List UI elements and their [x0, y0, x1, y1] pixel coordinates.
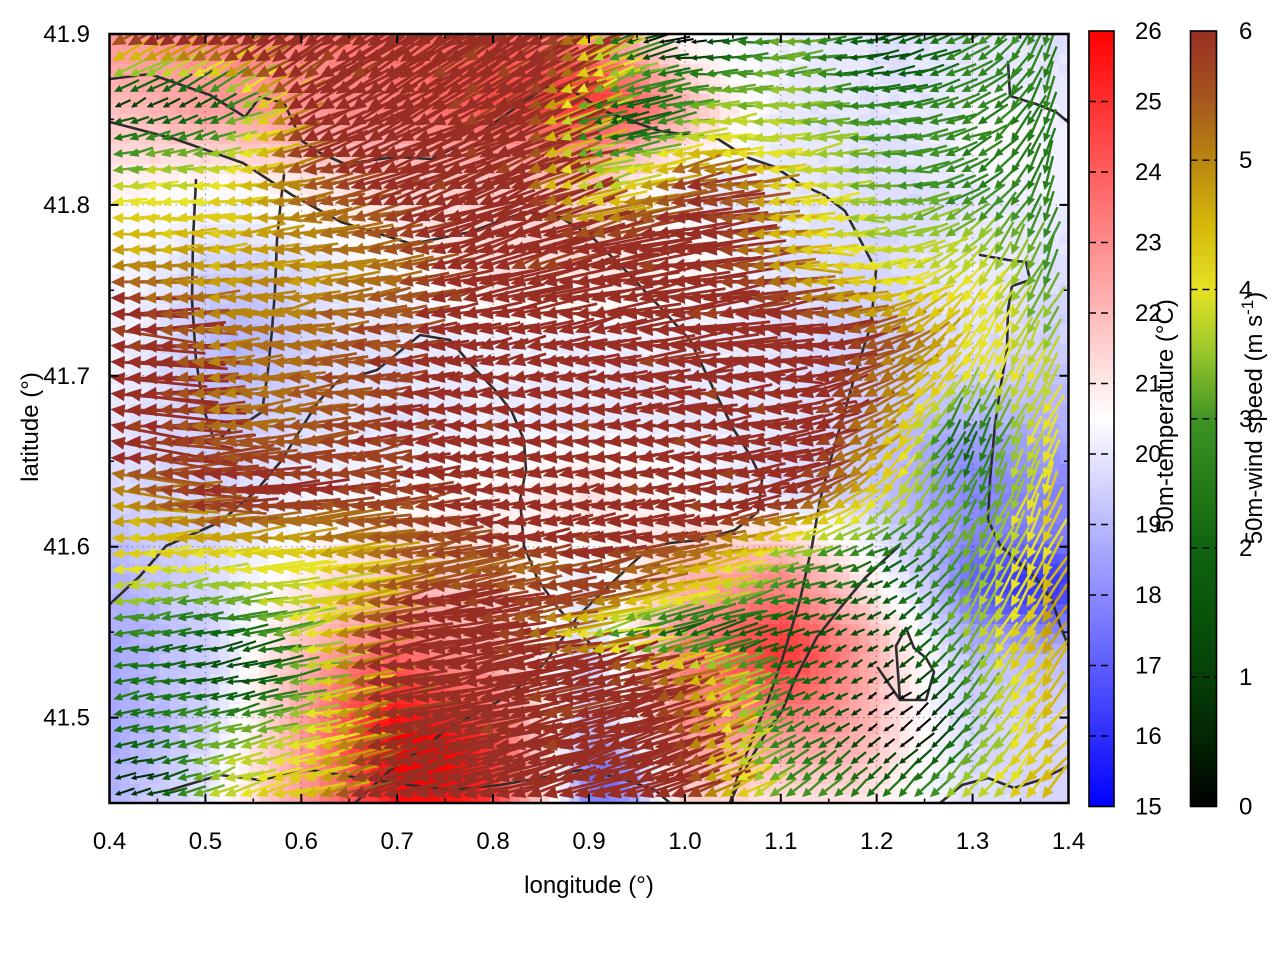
svg-text:50m-wind speed (m s-1): 50m-wind speed (m s-1) [1238, 292, 1268, 545]
svg-text:1.4: 1.4 [1052, 828, 1085, 855]
svg-text:0: 0 [1239, 794, 1252, 821]
svg-text:41.6: 41.6 [43, 534, 90, 561]
svg-text:0.8: 0.8 [476, 828, 509, 855]
svg-text:longitude (°): longitude (°) [524, 872, 654, 899]
svg-text:0.7: 0.7 [381, 828, 414, 855]
svg-text:41.5: 41.5 [43, 705, 90, 732]
svg-text:6: 6 [1239, 18, 1252, 45]
svg-text:41.8: 41.8 [43, 192, 90, 219]
svg-text:1.0: 1.0 [668, 828, 701, 855]
svg-text:41.7: 41.7 [43, 363, 90, 390]
svg-text:1.3: 1.3 [956, 828, 989, 855]
svg-text:20: 20 [1135, 441, 1162, 468]
svg-text:15: 15 [1135, 794, 1162, 821]
svg-text:16: 16 [1135, 723, 1162, 750]
svg-text:23: 23 [1135, 230, 1162, 257]
svg-text:26: 26 [1135, 18, 1162, 45]
svg-text:19: 19 [1135, 512, 1162, 539]
svg-text:18: 18 [1135, 582, 1162, 609]
svg-text:0.4: 0.4 [93, 828, 126, 855]
svg-text:5: 5 [1239, 147, 1252, 174]
svg-text:1.2: 1.2 [860, 828, 893, 855]
svg-text:1.1: 1.1 [764, 828, 797, 855]
svg-text:2: 2 [1239, 535, 1252, 562]
svg-text:1: 1 [1239, 664, 1252, 691]
svg-text:41.9: 41.9 [43, 21, 90, 48]
svg-text:0.5: 0.5 [189, 828, 222, 855]
svg-text:22: 22 [1135, 300, 1162, 327]
svg-text:17: 17 [1135, 653, 1162, 680]
svg-text:50m-temperature (°C): 50m-temperature (°C) [1152, 299, 1179, 533]
svg-text:latitude (°): latitude (°) [17, 372, 44, 482]
svg-text:21: 21 [1135, 371, 1162, 398]
svg-text:3: 3 [1239, 406, 1252, 433]
svg-text:0.6: 0.6 [285, 828, 318, 855]
svg-text:24: 24 [1135, 159, 1162, 186]
svg-text:4: 4 [1239, 277, 1252, 304]
svg-text:25: 25 [1135, 89, 1162, 116]
svg-text:0.9: 0.9 [572, 828, 605, 855]
